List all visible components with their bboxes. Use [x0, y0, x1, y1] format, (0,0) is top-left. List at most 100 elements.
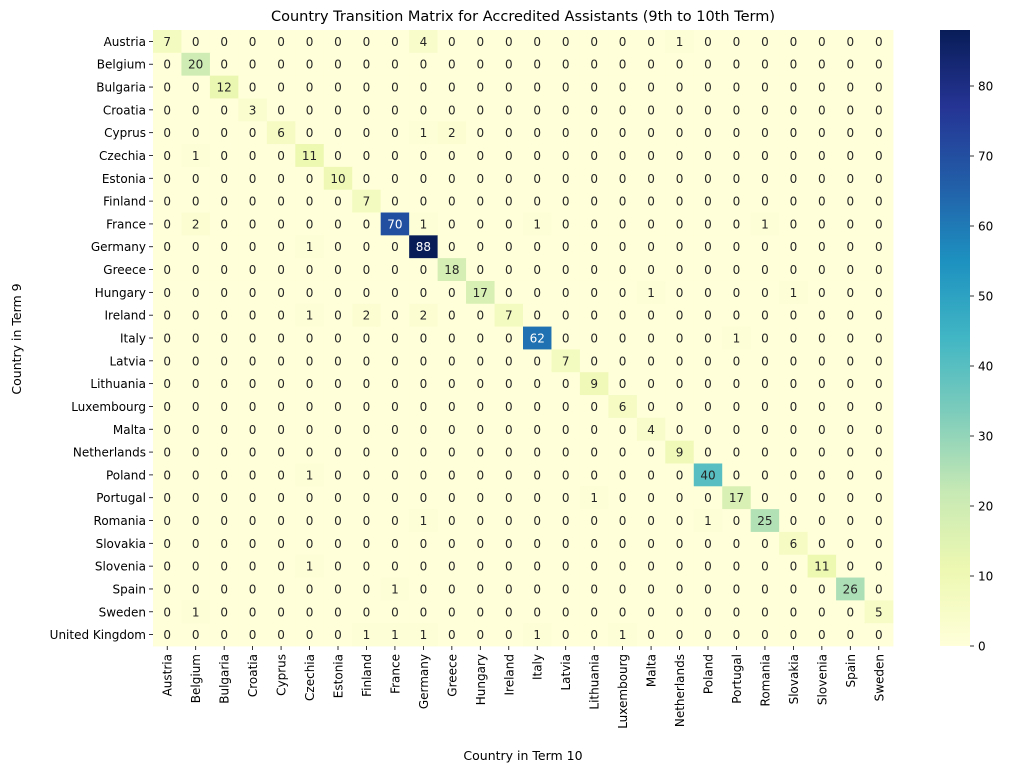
heatmap-cell — [153, 258, 182, 282]
heatmap-cell — [466, 417, 495, 442]
heatmap-cell — [238, 144, 268, 168]
heatmap-cell — [181, 372, 211, 396]
cell-value-label: 0 — [790, 491, 798, 505]
heatmap-cell — [153, 531, 182, 556]
cell-value-label: 0 — [818, 537, 826, 551]
heatmap-cell — [181, 280, 211, 305]
cell-value-label: 0 — [163, 400, 171, 414]
heatmap-cell — [153, 417, 182, 442]
heatmap-cell — [409, 577, 439, 601]
cell-value-label: 0 — [249, 514, 257, 528]
cell-value-label: 0 — [277, 582, 285, 596]
cell-value-label: 0 — [761, 354, 769, 368]
heatmap-cell — [209, 509, 239, 533]
cell-value-label: 0 — [647, 126, 655, 140]
cell-value-label: 0 — [619, 491, 627, 505]
heatmap-cell — [779, 372, 809, 396]
x-tick-label: Spain — [844, 654, 858, 688]
y-tick-label: Greece — [103, 263, 146, 277]
cell-value-label: 0 — [846, 126, 854, 140]
cell-value-label: 0 — [590, 81, 598, 95]
cell-value-label: 0 — [619, 172, 627, 186]
cell-value-label: 0 — [875, 103, 883, 117]
cell-value-label: 7 — [163, 35, 171, 49]
heatmap-cell — [466, 554, 495, 578]
cell-value-label: 0 — [733, 103, 741, 117]
colorbar-tick-label: 10 — [978, 570, 993, 584]
cell-value-label: 0 — [334, 286, 342, 300]
heatmap-cell — [494, 235, 524, 259]
cell-value-label: 0 — [220, 582, 228, 596]
cell-value-label: 0 — [647, 263, 655, 277]
heatmap-cell — [608, 623, 638, 647]
cell-value-label: 0 — [676, 240, 684, 254]
heatmap-cell — [153, 166, 182, 191]
heatmap-cell — [750, 144, 780, 168]
cell-value-label: 0 — [448, 560, 456, 574]
cell-value-label: 0 — [846, 400, 854, 414]
cell-value-label: 0 — [704, 172, 712, 186]
heatmap-cell — [466, 280, 495, 305]
heatmap-cell — [494, 440, 524, 464]
heatmap-cell — [295, 395, 325, 419]
cell-value-label: 0 — [590, 468, 598, 482]
cell-value-label: 0 — [476, 103, 484, 117]
heatmap-cell — [665, 303, 695, 327]
cell-value-label: 0 — [476, 263, 484, 277]
cell-value-label: 0 — [846, 491, 854, 505]
cell-value-label: 0 — [818, 149, 826, 163]
heatmap-cell — [579, 623, 609, 647]
cell-value-label: 0 — [249, 423, 257, 437]
y-tick-label: Belgium — [97, 58, 146, 72]
heatmap-cell — [608, 417, 638, 442]
heatmap-cell — [238, 75, 268, 99]
cell-value-label: 0 — [220, 354, 228, 368]
cell-value-label: 0 — [704, 582, 712, 596]
cell-value-label: 0 — [334, 582, 342, 596]
heatmap-cell — [836, 417, 865, 442]
y-tick-label: Lithuania — [90, 377, 146, 391]
cell-value-label: 0 — [676, 537, 684, 551]
heatmap-cell — [608, 258, 638, 282]
x-tick-label: Latvia — [559, 654, 573, 691]
cell-value-label: 0 — [790, 35, 798, 49]
cell-value-label: 0 — [790, 58, 798, 72]
cell-value-label: 6 — [277, 126, 285, 140]
cell-value-label: 0 — [647, 217, 655, 231]
heatmap-cell — [153, 463, 182, 487]
cell-value-label: 0 — [875, 560, 883, 574]
heatmap-cell — [209, 98, 239, 122]
cell-value-label: 2 — [420, 309, 428, 323]
heatmap-cell — [295, 372, 325, 396]
heatmap-cell — [266, 75, 296, 99]
cell-value-label: 0 — [562, 195, 570, 209]
heatmap-cell — [409, 326, 439, 350]
heatmap-cell — [153, 600, 182, 624]
heatmap-cell — [579, 121, 609, 145]
cell-value-label: 0 — [476, 537, 484, 551]
heatmap-cell — [579, 98, 609, 122]
heatmap-cell — [551, 577, 581, 601]
heatmap-cell — [551, 30, 581, 54]
heatmap-cell — [608, 395, 638, 419]
heatmap-cell — [181, 303, 211, 327]
x-tick-label: Malta — [645, 654, 659, 687]
heatmap-cell — [864, 121, 894, 145]
heatmap-cell — [636, 554, 666, 578]
heatmap-cell — [295, 577, 325, 601]
cell-value-label: 0 — [192, 81, 200, 95]
cell-value-label: 0 — [733, 605, 741, 619]
cell-value-label: 0 — [875, 240, 883, 254]
heatmap-cell — [836, 440, 865, 464]
heatmap-cell — [665, 189, 695, 213]
heatmap-cell — [551, 349, 581, 373]
cell-value-label: 0 — [647, 354, 655, 368]
heatmap-cell — [181, 395, 211, 419]
cell-value-label: 0 — [818, 605, 826, 619]
cell-value-label: 0 — [363, 423, 371, 437]
cell-value-label: 0 — [704, 628, 712, 642]
heatmap-cell — [523, 577, 552, 601]
cell-value-label: 0 — [505, 103, 513, 117]
cell-value-label: 0 — [590, 560, 598, 574]
cell-value-label: 0 — [448, 537, 456, 551]
